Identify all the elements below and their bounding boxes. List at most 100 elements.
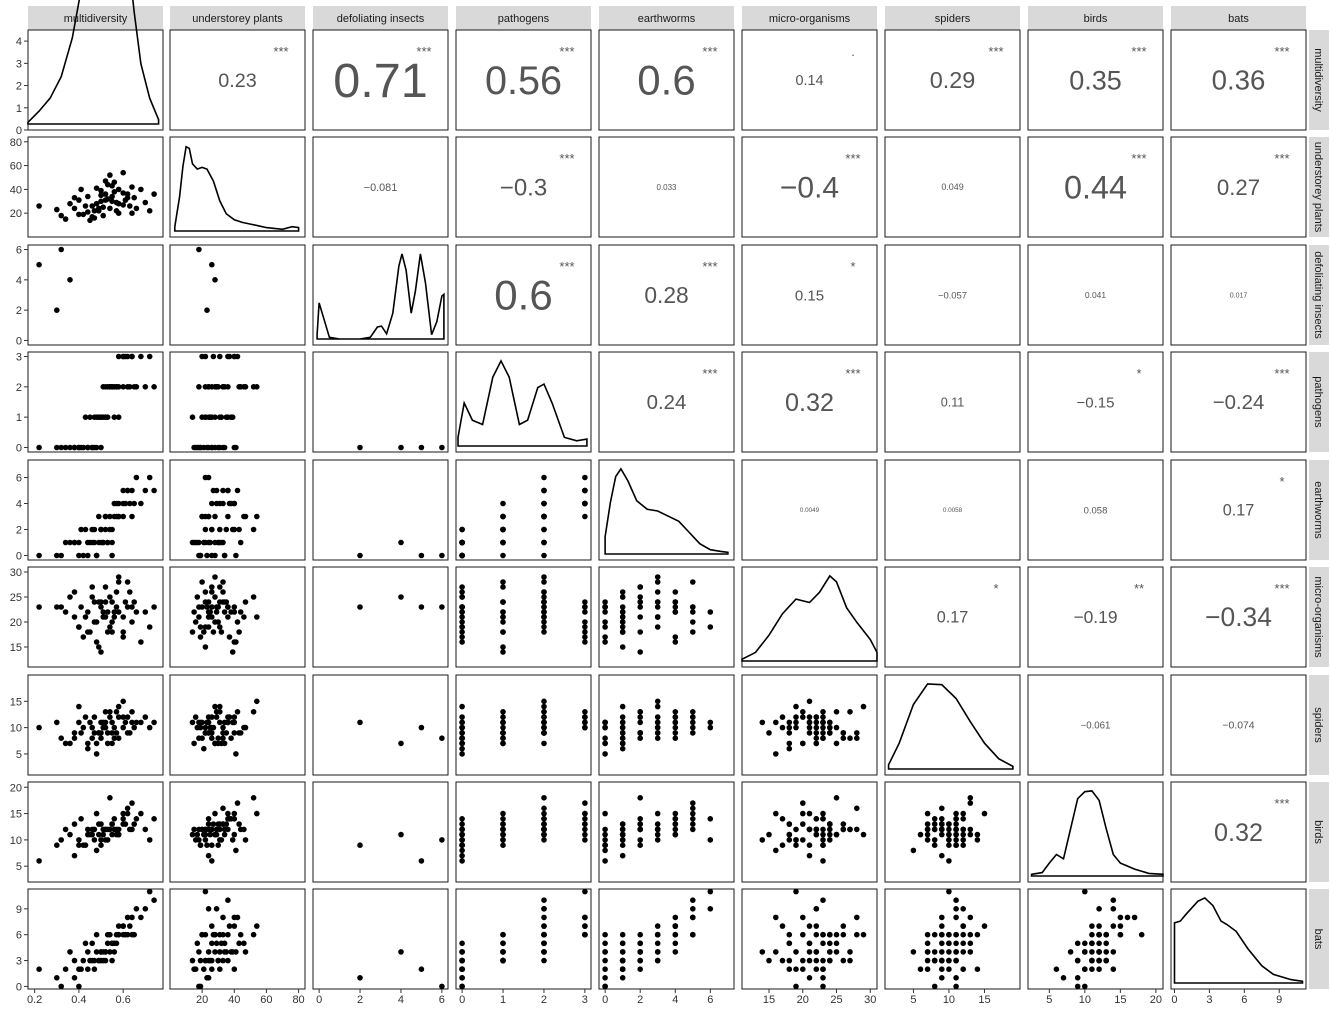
scatter-point (1060, 975, 1067, 981)
scatter-point (241, 614, 247, 620)
scatter-point (111, 816, 118, 822)
panel-7-7 (1027, 781, 1164, 883)
scatter-point (115, 210, 122, 216)
scatter-point (78, 526, 84, 533)
scatter-point (967, 795, 974, 801)
scatter-point (212, 384, 218, 390)
scatter-point (500, 931, 506, 938)
scatter-point (131, 821, 137, 827)
x-tick-label: 5 (910, 994, 916, 1006)
scatter-point (541, 614, 547, 620)
correlation-value: 0.35 (1069, 65, 1122, 95)
scatter-point (541, 714, 547, 720)
scatter-point (102, 949, 109, 955)
panel-border (27, 244, 164, 346)
scatter-point (953, 816, 959, 822)
scatter-point (827, 831, 833, 838)
scatter-point (194, 594, 201, 600)
scatter-point (220, 579, 226, 585)
correlation-value: 0.56 (485, 59, 562, 103)
scatter-point (459, 639, 465, 645)
scatter-point (946, 940, 952, 947)
scatter-point (602, 847, 608, 854)
correlation-value: 0.0049 (800, 507, 820, 514)
scatter-point (197, 983, 204, 990)
scatter-point (82, 842, 89, 848)
scatter-point (602, 949, 608, 955)
y-tick-label: 0 (16, 125, 22, 137)
correlation-value: −0.3 (500, 174, 547, 201)
scatter-point (637, 604, 643, 610)
scatter-point (124, 714, 131, 720)
scatter-point (459, 703, 465, 710)
scatter-point (226, 714, 233, 720)
correlation-value: 0.0058 (943, 507, 963, 514)
scatter-point (197, 552, 204, 559)
scatter-point (189, 629, 196, 635)
scatter-point (637, 594, 643, 600)
scatter-point (637, 931, 643, 938)
scatter-point (98, 198, 104, 205)
scatter-point (71, 730, 78, 736)
scatter-point (672, 831, 679, 838)
scatter-point (131, 724, 137, 731)
scatter-point (582, 639, 588, 645)
scatter-point (129, 353, 135, 360)
panel-border (741, 29, 878, 131)
scatter-point (800, 740, 806, 747)
scatter-point (212, 552, 218, 559)
scatter-point (541, 810, 547, 817)
scatter-point (205, 719, 212, 726)
scatter-point (500, 837, 506, 843)
scatter-point (104, 539, 111, 546)
significance-stars: *** (702, 259, 717, 274)
scatter-point (619, 826, 626, 833)
scatter-point (637, 709, 643, 715)
panel-border (455, 566, 592, 668)
panel-border (312, 136, 449, 238)
panel-border (1027, 244, 1164, 346)
scatter-point (71, 205, 78, 212)
scatter-point (541, 594, 547, 600)
scatter-point (71, 975, 78, 981)
scatter-point (207, 414, 213, 421)
scatter-point (459, 594, 465, 600)
scatter-point (582, 816, 588, 822)
correlation-value: 0.17 (1223, 502, 1255, 520)
scatter-point (78, 966, 84, 972)
scatter-point (225, 614, 231, 620)
scatter-point (602, 624, 608, 630)
scatter-point (209, 966, 215, 972)
significance-stars: ** (1134, 581, 1144, 596)
scatter-point (115, 384, 122, 390)
scatter-point (766, 730, 772, 736)
scatter-point (847, 735, 853, 741)
scatter-point (813, 923, 820, 929)
panel-border (1170, 136, 1307, 238)
correlation-value: 0.23 (218, 70, 257, 92)
scatter-point (192, 619, 199, 625)
scatter-point (806, 719, 813, 726)
scatter-point (212, 831, 218, 838)
scatter-point (111, 609, 118, 615)
scatter-point (89, 735, 95, 741)
scatter-point (1082, 888, 1088, 895)
scatter-point (806, 842, 813, 848)
scatter-point (654, 730, 661, 736)
scatter-point (1074, 975, 1081, 981)
panel-6-3 (455, 674, 592, 776)
scatter-point (654, 735, 661, 741)
scatter-point (654, 719, 661, 726)
scatter-point (109, 740, 115, 747)
scatter-point (115, 574, 122, 580)
scatter-point (946, 957, 952, 964)
scatter-point (1110, 949, 1117, 955)
scatter-point (54, 206, 60, 213)
panel-border (884, 888, 1021, 990)
scatter-point (236, 821, 242, 827)
panel-6-0 (27, 674, 164, 776)
scatter-point (226, 923, 233, 929)
scatter-point (806, 698, 813, 705)
scatter-point (690, 719, 696, 726)
scatter-point (500, 714, 506, 720)
